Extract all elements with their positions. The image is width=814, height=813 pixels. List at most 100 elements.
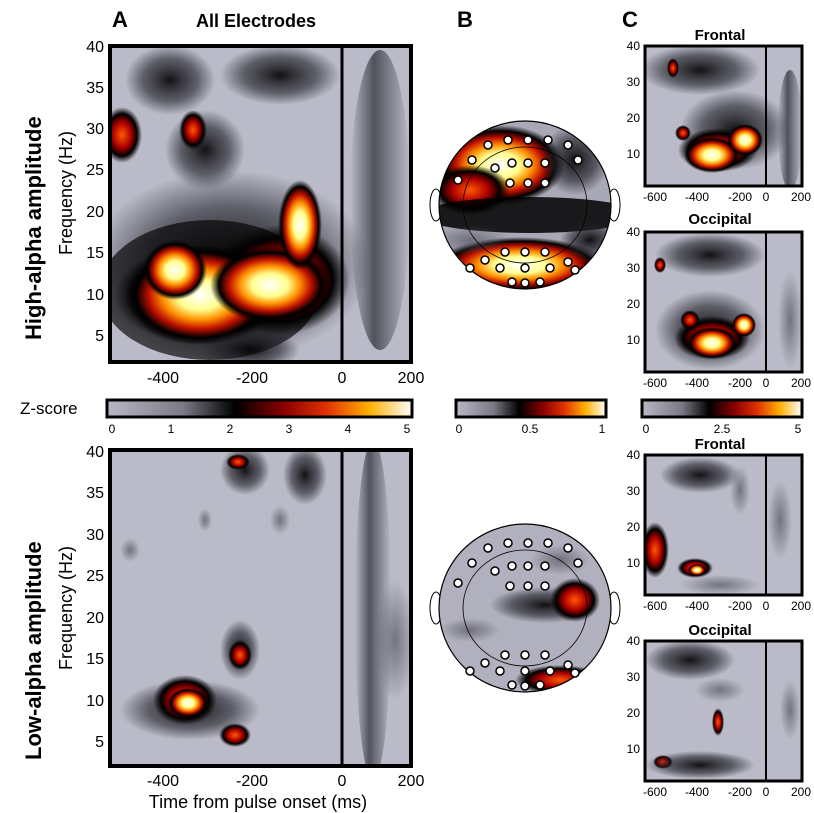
colorbar-tick: 0: [109, 422, 116, 436]
y-tick: 40: [627, 39, 641, 53]
row-label-low: Low-alpha amplitude: [21, 541, 46, 760]
y-tick: 30: [627, 75, 641, 89]
colorbar-tick: 0.5: [522, 422, 539, 436]
y-tick: 25: [86, 162, 104, 179]
x-tick: 0: [338, 773, 347, 790]
panel-letter-a: A: [112, 7, 128, 32]
x-tick: -200: [728, 190, 752, 204]
x-tick: 200: [791, 599, 811, 613]
y-axis-label-bottom: Frequency (Hz): [56, 546, 76, 670]
colorbar-tick: 3: [286, 422, 293, 436]
x-tick: 200: [398, 773, 425, 790]
x-tick: -400: [147, 773, 179, 790]
heatmap-c-occipital-low: [645, 641, 802, 781]
colorbar-label: Z-score: [20, 399, 78, 418]
heatmap-a-low: [110, 450, 411, 766]
colorbar-tick: 5: [404, 422, 411, 436]
title-frontal-top: Frontal: [695, 27, 746, 44]
panel-letter-c: C: [622, 7, 638, 32]
colorbar-tick: 0: [456, 422, 463, 436]
y-tick: 30: [627, 670, 641, 684]
x-tick: -200: [236, 773, 268, 790]
x-tick: -600: [643, 190, 667, 204]
topoplot-low: [429, 523, 621, 693]
x-ticks-c: -600 -400 -200 0 200 -600 -400 -200 0 20…: [643, 190, 811, 799]
colorbar-c-ticks: 0 2.5 5: [643, 422, 802, 436]
frame-c3: [643, 453, 804, 597]
x-tick: 200: [398, 370, 425, 387]
y-tick: 20: [627, 111, 641, 125]
y-tick: 40: [627, 448, 641, 462]
x-tick: -600: [643, 785, 667, 799]
y-tick: 30: [86, 527, 104, 544]
y-tick: 30: [627, 261, 641, 275]
y-tick: 40: [627, 225, 641, 239]
frame-c1: [643, 44, 804, 188]
colorbar-tick: 5: [795, 422, 802, 436]
colorbar-tick: 2: [227, 422, 234, 436]
heatmap-c-occipital-high: [645, 232, 802, 372]
topoplot-high: [429, 120, 621, 290]
x-tick: 0: [338, 370, 347, 387]
x-axis-label: Time from pulse onset (ms): [149, 792, 367, 812]
frame-a-bottom: [108, 448, 413, 768]
y-tick: 20: [627, 297, 641, 311]
colorbar-a-ticks: 0 1 2 3 4 5: [109, 422, 411, 436]
x-tick: -400: [685, 190, 709, 204]
frame-c2: [643, 230, 804, 374]
y-tick: 10: [627, 333, 641, 347]
y-tick: 30: [627, 484, 641, 498]
y-tick: 10: [627, 742, 641, 756]
heatmap-a-high: [110, 46, 411, 362]
y-tick: 40: [86, 444, 104, 461]
colorbar-tick: 4: [345, 422, 352, 436]
colorbar-tick: 0: [643, 422, 650, 436]
title-frontal-bottom: Frontal: [695, 436, 746, 453]
x-tick: -200: [728, 785, 752, 799]
x-tick: -400: [685, 376, 709, 390]
colorbar-a: [105, 398, 414, 419]
x-tick: -400: [685, 785, 709, 799]
y-ticks-a-top: 40 35 30 25 20 15 10 5: [86, 39, 104, 345]
colorbar-tick: 2.5: [714, 422, 731, 436]
y-tick: 40: [86, 39, 104, 56]
colorbar-tick: 1: [599, 422, 606, 436]
x-tick: 0: [763, 376, 770, 390]
y-tick: 10: [86, 693, 104, 710]
x-tick: 200: [791, 190, 811, 204]
frame-a-top: [108, 44, 413, 364]
colorbar-c: [640, 398, 804, 419]
y-tick: 30: [86, 121, 104, 138]
y-tick: 25: [86, 568, 104, 585]
x-tick: 200: [791, 785, 811, 799]
x-ticks-a-top: -400 -200 0 200: [147, 370, 424, 387]
x-tick: 0: [763, 190, 770, 204]
x-tick: 0: [763, 599, 770, 613]
y-tick: 5: [95, 734, 104, 751]
x-tick: -600: [643, 599, 667, 613]
x-tick: -200: [236, 370, 268, 387]
y-tick: 40: [627, 634, 641, 648]
x-tick: -400: [147, 370, 179, 387]
y-tick: 10: [627, 556, 641, 570]
x-tick: -200: [728, 376, 752, 390]
heatmap-c-frontal-high: [645, 46, 802, 186]
y-tick: 35: [86, 80, 104, 97]
y-tick: 20: [627, 706, 641, 720]
frame-c4: [643, 639, 804, 783]
y-tick: 20: [627, 520, 641, 534]
x-tick: -600: [643, 376, 667, 390]
colorbar-b-ticks: 0 0.5 1: [456, 422, 606, 436]
row-label-high: High-alpha amplitude: [21, 116, 46, 340]
y-ticks-c: 40 30 20 10 40 30 20 10 40 30 20 10 40 3…: [627, 39, 641, 756]
title-all-electrodes: All Electrodes: [196, 11, 316, 31]
y-tick: 15: [86, 245, 104, 262]
colorbar-b: [454, 398, 608, 419]
y-tick: 10: [86, 287, 104, 304]
y-ticks-a-bottom: 40 35 30 25 20 15 10 5: [86, 444, 104, 751]
x-tick: -200: [728, 599, 752, 613]
panel-letter-b: B: [457, 7, 473, 32]
x-ticks-a-bottom: -400 -200 0 200: [147, 773, 424, 790]
heatmap-c-frontal-low: [645, 455, 802, 595]
y-tick: 20: [86, 204, 104, 221]
